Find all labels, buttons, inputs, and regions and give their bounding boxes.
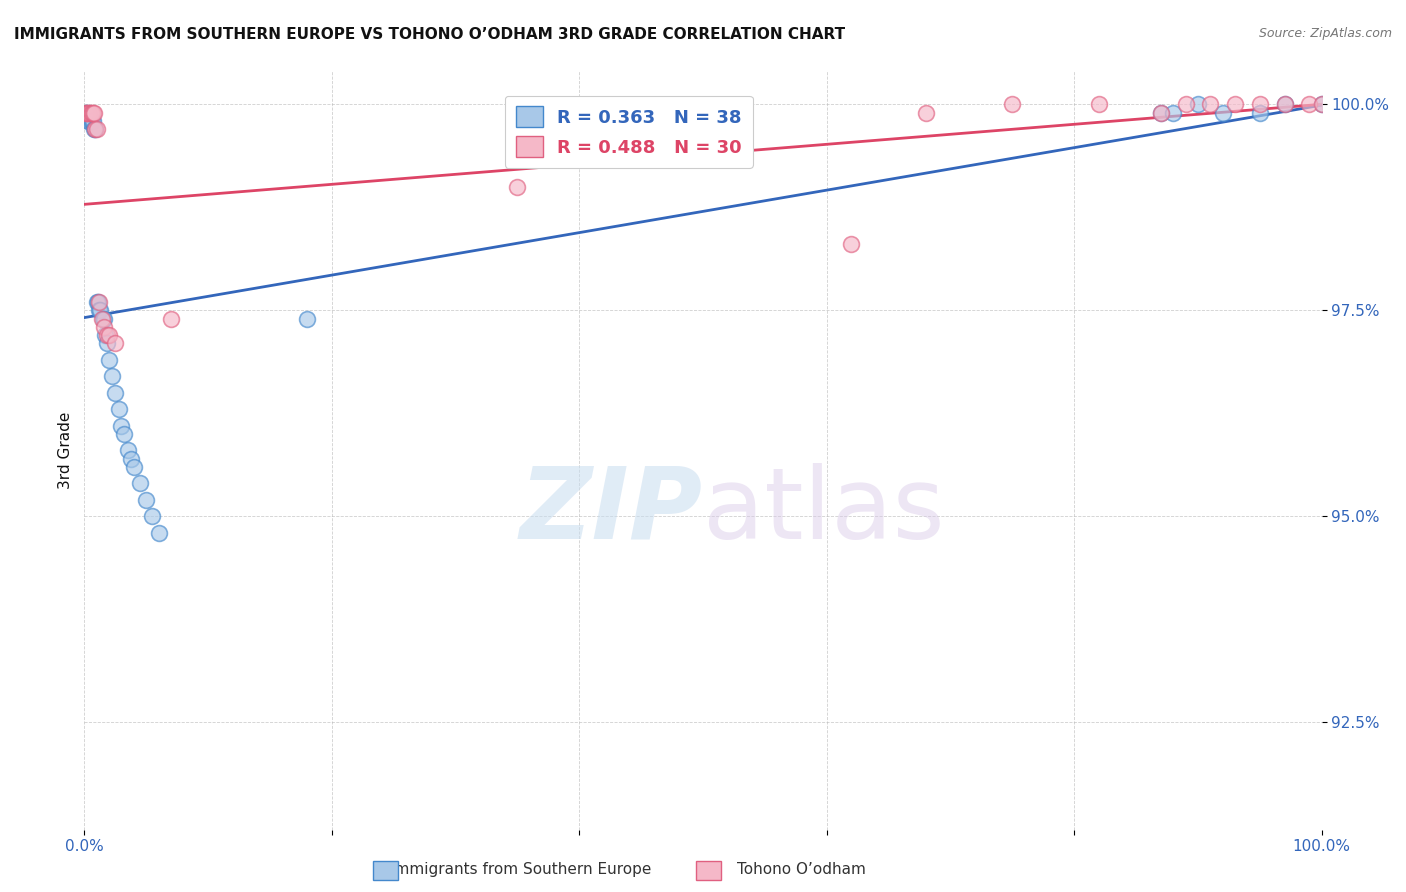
Point [80,105,103,120]
Text: atlas: atlas [703,463,945,559]
Point [83,105,105,120]
Point [1249,97,1271,112]
Point [86,295,108,310]
Point [141,509,163,524]
Point [1274,97,1296,112]
Point [96,336,118,351]
Point [1001,97,1024,112]
Point [76,105,98,120]
Point [77,105,100,120]
Point [1150,105,1173,120]
Point [89,295,111,310]
Point [98,328,121,343]
Point [120,451,142,466]
Point [1199,97,1222,112]
Point [84,122,107,136]
Point [79,113,101,128]
Point [1223,97,1246,112]
Point [135,492,157,507]
Text: ZIP: ZIP [520,463,703,559]
Point [1310,97,1333,112]
Text: Tohono O’odham: Tohono O’odham [737,863,866,877]
Point [108,402,131,417]
Text: Source: ZipAtlas.com: Source: ZipAtlas.com [1258,27,1392,40]
Point [77,113,100,128]
Point [87,295,110,310]
Point [1150,105,1173,120]
Point [80,113,103,128]
Point [93,311,115,326]
Point [122,459,145,474]
Point [89,303,111,318]
Point [104,385,127,400]
Point [295,311,318,326]
Point [1212,105,1234,120]
Point [1298,97,1320,112]
Point [96,328,118,343]
Point [82,105,104,120]
Point [75,105,97,120]
Point [79,105,101,120]
Point [79,113,101,128]
Point [91,311,114,326]
Point [1310,97,1333,112]
Point [1274,97,1296,112]
Point [89,303,111,318]
Point [1174,97,1197,112]
Point [117,443,139,458]
Point [75,105,97,120]
Y-axis label: 3rd Grade: 3rd Grade [58,412,73,489]
Point [160,311,183,326]
Text: IMMIGRANTS FROM SOUTHERN EUROPE VS TOHONO O’ODHAM 3RD GRADE CORRELATION CHART: IMMIGRANTS FROM SOUTHERN EUROPE VS TOHON… [14,27,845,42]
Point [79,105,101,120]
Point [1161,105,1184,120]
Point [94,328,117,343]
Point [98,352,121,367]
Point [1088,97,1111,112]
Point [841,237,863,252]
Point [1249,105,1271,120]
Point [84,122,107,136]
Text: Immigrants from Southern Europe: Immigrants from Southern Europe [389,863,651,877]
Point [76,105,98,120]
Point [129,476,152,491]
Point [148,525,170,540]
Point [112,427,135,442]
Point [104,336,127,351]
Point [93,319,115,334]
Point [90,311,112,326]
Legend: R = 0.363   N = 38, R = 0.488   N = 30: R = 0.363 N = 38, R = 0.488 N = 30 [505,95,752,168]
Point [82,113,104,128]
Point [506,179,529,194]
Point [1187,97,1209,112]
Point [83,122,105,136]
Point [100,369,122,384]
Point [86,122,108,136]
Point [110,418,132,433]
Point [914,105,936,120]
